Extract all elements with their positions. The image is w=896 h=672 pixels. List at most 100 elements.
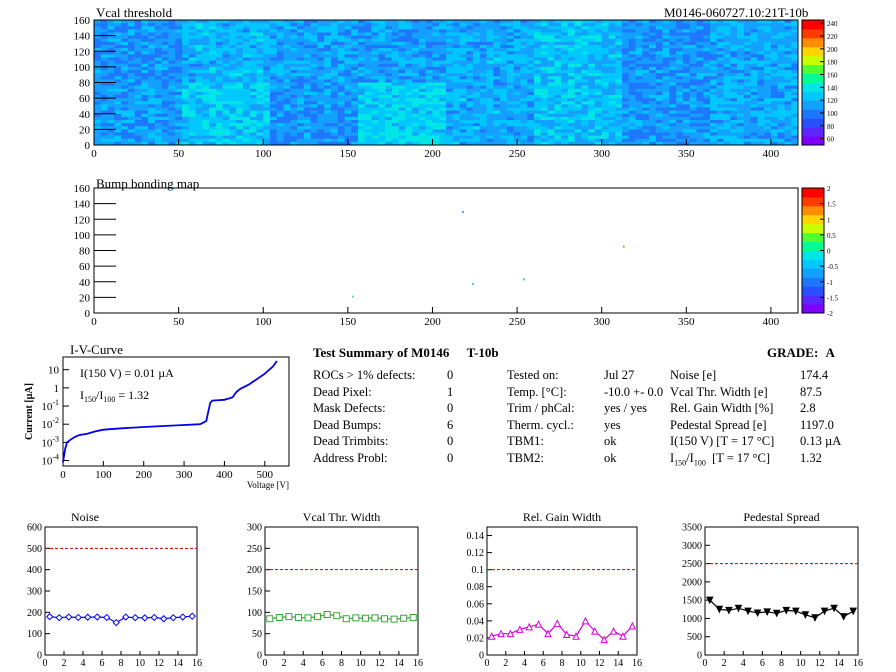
trend0-point (141, 614, 149, 622)
vcal-cell (601, 45, 609, 49)
vcal-cell (588, 26, 596, 30)
vcal-cell (154, 73, 162, 77)
vcal-cell (608, 104, 616, 108)
vcal-cell (561, 29, 569, 33)
vcal-cell (628, 135, 636, 140)
vcal-cell (622, 123, 630, 127)
vcal-cell (757, 57, 765, 61)
vcal-cell (716, 129, 724, 133)
vcal-cell (364, 88, 372, 93)
vcal-cell (777, 51, 785, 55)
vcal-cell (121, 57, 129, 61)
vcal-cell (405, 57, 413, 61)
vcal-cell (723, 66, 731, 71)
vcal-cell (378, 76, 386, 80)
vcal-cell (581, 63, 589, 68)
vcal-cell (655, 129, 663, 133)
vcal-cell (581, 120, 589, 124)
vcal-cell (479, 107, 487, 111)
vcal-cell (554, 138, 562, 143)
vcal-cell (446, 104, 454, 108)
vcal-cell (134, 54, 142, 58)
vcal-cell (249, 135, 257, 140)
vcal-cell (689, 41, 697, 46)
vcal-cell (547, 48, 555, 52)
vcal-cell (500, 76, 508, 80)
vcal-cell (182, 138, 190, 143)
vcal-cell (364, 79, 372, 83)
vcal-cell (459, 104, 467, 108)
vcal-cell (452, 76, 460, 80)
vcal-cell (283, 26, 291, 30)
vcal-cell (581, 107, 589, 111)
bump-point (461, 211, 464, 214)
vcal-cell (486, 91, 494, 96)
vcal-cell (446, 98, 454, 102)
vcal-cell (716, 79, 724, 83)
vcal-cell (371, 82, 379, 86)
vcal-cell (188, 129, 196, 133)
vcal-cell (398, 123, 406, 127)
vcal-cell (303, 66, 311, 71)
vcal-cell (743, 123, 751, 127)
vcal-cell (527, 129, 535, 133)
vcal-cell (561, 85, 569, 90)
vcal-cell (581, 51, 589, 55)
vcal-cell (737, 76, 745, 80)
vcal-cell (642, 76, 650, 80)
vcal-cell (520, 45, 528, 49)
vcal-cell (195, 110, 203, 115)
vcal-cell (100, 91, 108, 96)
vcal-cell (696, 45, 704, 49)
vcal-cell (743, 20, 751, 24)
vcal-cell (452, 98, 460, 102)
vcal-cell (202, 54, 210, 58)
vcal-cell (161, 91, 169, 96)
vcal-cell (439, 141, 447, 146)
vcal-cell (432, 88, 440, 93)
vcal-cell (175, 104, 183, 108)
vcal-cell (182, 101, 190, 105)
trend1-point (275, 613, 283, 621)
vcal-cell (730, 29, 738, 33)
vcal-cell (446, 76, 454, 80)
vcal-cell (655, 88, 663, 93)
vcal-cell (283, 116, 291, 121)
vcal-cell (222, 91, 230, 96)
vcal-cell (276, 41, 284, 46)
vcal-cell (730, 41, 738, 46)
vcal-cell (703, 60, 711, 65)
vcal-cell (554, 95, 562, 99)
vcal-cell (154, 38, 162, 43)
vcal-cell (791, 98, 799, 102)
vcal-cell (100, 126, 108, 130)
vcal-cell (263, 51, 271, 55)
vcal-cell (493, 85, 501, 90)
trend1-point (352, 614, 360, 622)
vcal-cell (134, 138, 142, 143)
vcal-cell (493, 123, 501, 127)
vcal-cell (371, 23, 379, 27)
vcal-cell (513, 54, 521, 58)
vcal-cell (473, 110, 481, 115)
vcal-cell (493, 35, 501, 40)
vcal-cell (270, 113, 278, 118)
vcal-cell (439, 66, 447, 71)
vcal-cell (764, 48, 772, 52)
vcal-cell (696, 79, 704, 83)
trend2-point (525, 622, 533, 631)
vcal-cell (540, 85, 548, 90)
vcal-cell (141, 20, 149, 24)
vcal-cell (371, 101, 379, 105)
vcal-cell (405, 129, 413, 133)
vcal-cell (547, 98, 555, 102)
vcal-cell (175, 91, 183, 96)
vcal-cell (324, 73, 332, 77)
trend0-point (150, 613, 158, 622)
iv-xtick-label: 0 (60, 469, 66, 481)
vcal-cell (561, 107, 569, 111)
vcal-cell (378, 138, 386, 143)
vcal-cell (588, 82, 596, 86)
vcal-cell (195, 45, 203, 49)
vcal-cell (588, 79, 596, 83)
